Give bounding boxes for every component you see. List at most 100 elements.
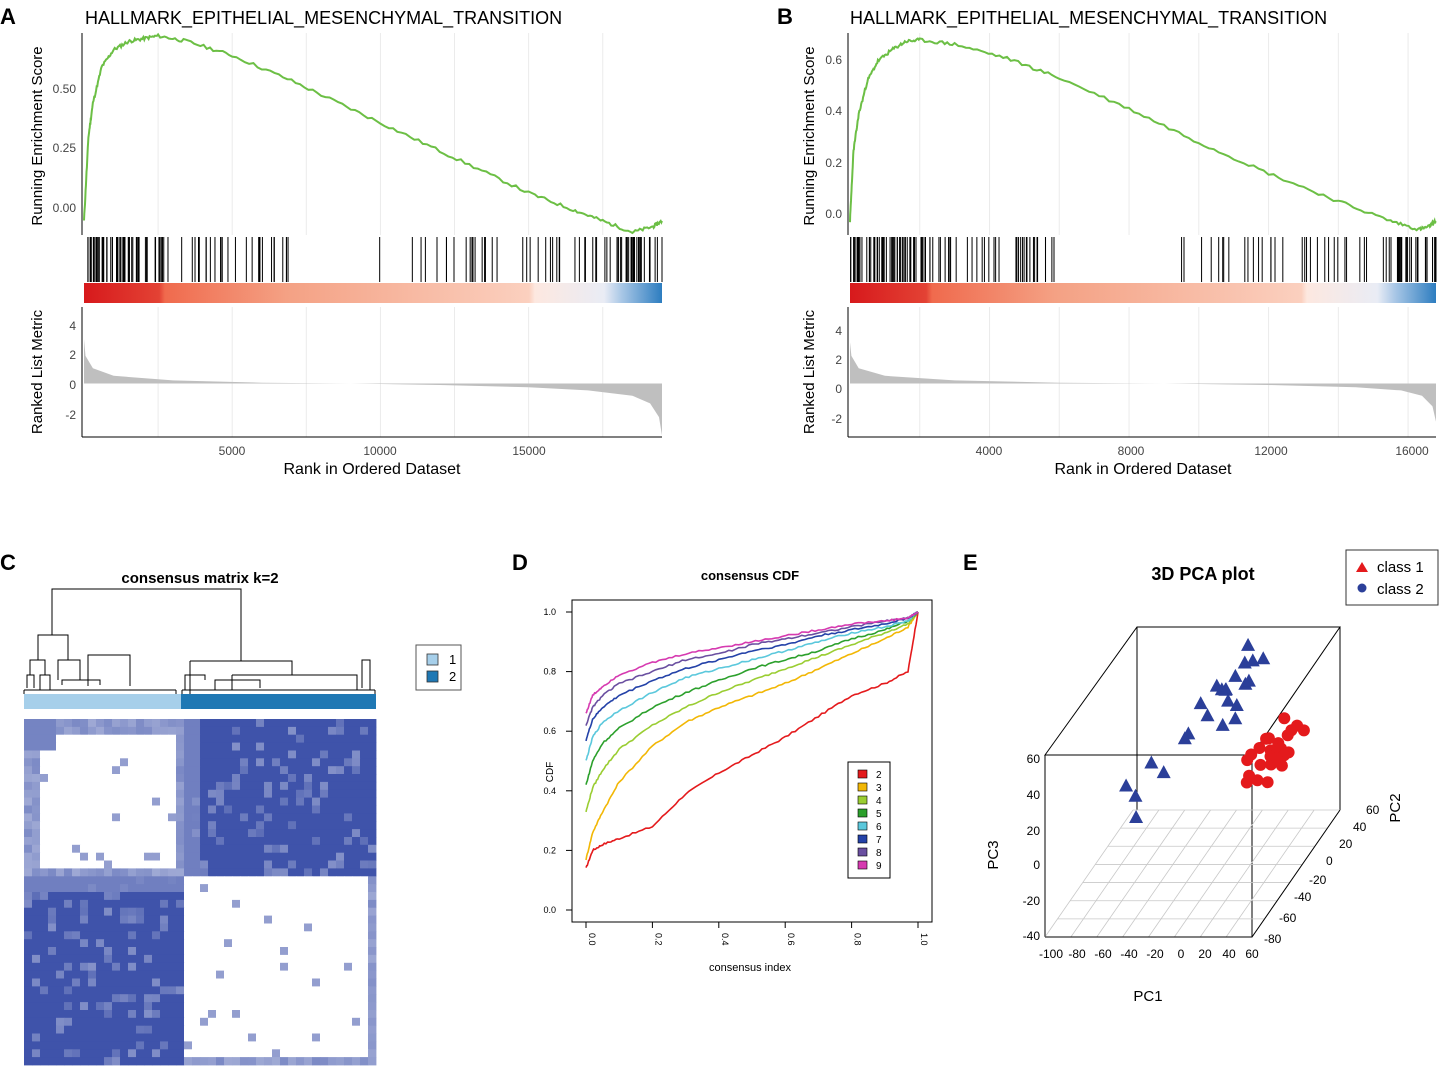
heat-cell: [176, 892, 185, 901]
heat-cell: [248, 852, 257, 861]
heat-cell: [232, 774, 241, 783]
heat-cell: [176, 899, 185, 909]
heat-cell: [256, 1017, 265, 1027]
heat-cell: [128, 837, 137, 846]
heat-cell: [288, 899, 297, 909]
heat-cell: [264, 719, 273, 728]
heat-cell: [224, 978, 233, 987]
heat-cell: [312, 884, 321, 893]
heat-cell: [168, 734, 177, 743]
heat-cell: [304, 774, 313, 783]
heat-cell: [168, 726, 177, 736]
heat-cell: [160, 766, 169, 775]
heat-cell: [328, 797, 337, 806]
heat-cell: [88, 758, 97, 767]
heat-cell: [312, 781, 321, 791]
heat-cell: [288, 719, 297, 728]
heat-cell: [288, 1057, 297, 1066]
heat-cell: [176, 734, 185, 743]
heat-cell: [344, 923, 353, 932]
heat-cell: [344, 1041, 353, 1050]
heat-cell: [96, 742, 105, 751]
heat-cell: [176, 1002, 185, 1011]
heat-cell: [88, 899, 97, 909]
heat-cell: [224, 829, 233, 838]
heat-cell: [56, 844, 65, 854]
legend-label: 9: [876, 861, 882, 872]
heat-cell: [368, 837, 377, 846]
heat-cell: [56, 758, 65, 767]
heat-cell: [24, 758, 33, 767]
heat-cell: [160, 797, 169, 806]
heat-cell: [360, 986, 369, 995]
heat-cell: [128, 1002, 137, 1011]
xtick-label: 0.0: [587, 933, 597, 946]
heat-cell: [184, 726, 193, 736]
heat-cell: [80, 970, 89, 979]
heat-cell: [360, 1041, 369, 1050]
heat-cell: [152, 970, 161, 979]
heat-cell: [64, 726, 73, 736]
heat-cell: [64, 797, 73, 806]
heat-cell: [296, 852, 305, 861]
heat-cell: [288, 797, 297, 806]
heat-cell: [264, 1002, 273, 1011]
heat-cell: [176, 789, 185, 799]
heat-cell: [88, 947, 97, 956]
heat-cell: [120, 758, 129, 767]
heat-cell: [104, 986, 113, 995]
heat-cell: [256, 789, 265, 799]
xtick: 15000: [512, 444, 546, 458]
heat-cell: [128, 1033, 137, 1042]
heat-cell: [128, 962, 137, 972]
heat-cell: [96, 821, 105, 830]
heat-cell: [216, 860, 225, 869]
heat-cell: [200, 1025, 209, 1034]
heat-cell: [312, 947, 321, 956]
heat-cell: [32, 1017, 41, 1027]
heat-cell: [256, 986, 265, 995]
heat-cell: [232, 1025, 241, 1034]
heat-cell: [200, 939, 209, 948]
heat-cell: [144, 970, 153, 979]
heat-cell: [304, 758, 313, 767]
heat-cell: [32, 1049, 41, 1058]
heat-cell: [336, 1049, 345, 1058]
heat-cell: [272, 837, 281, 846]
metric-ytick: 4: [835, 324, 842, 338]
heat-cell: [312, 844, 321, 854]
heat-cell: [272, 947, 281, 956]
heat-cell: [288, 734, 297, 743]
heat-cell: [352, 797, 361, 806]
heat-cell: [176, 915, 185, 924]
heat-cell: [192, 781, 201, 791]
heat-cell: [112, 931, 121, 940]
heat-cell: [192, 1010, 201, 1019]
heat-cell: [56, 1041, 65, 1050]
heat-cell: [160, 923, 169, 932]
panel-d-xticks: 0.0 0.2 0.4 0.6 0.8 1.0: [585, 922, 929, 946]
heat-cell: [40, 719, 49, 728]
heat-cell: [120, 954, 129, 964]
heat-cell: [208, 837, 217, 846]
heat-cell: [328, 899, 337, 909]
heat-cell: [80, 899, 89, 909]
heat-cell: [64, 892, 73, 901]
heat-cell: [128, 797, 137, 806]
heat-cell: [240, 970, 249, 979]
heat-cell: [328, 907, 337, 916]
heat-cell: [240, 852, 249, 861]
es-ytick: 0.00: [53, 201, 77, 215]
heat-cell: [232, 931, 241, 940]
heat-cell: [32, 734, 41, 743]
heat-cell: [248, 837, 257, 846]
heat-cell: [160, 860, 169, 869]
heat-cell: [328, 939, 337, 948]
heat-cell: [296, 758, 305, 767]
heat-cell: [176, 1049, 185, 1058]
heat-cell: [40, 758, 49, 767]
xtick-label: 0.6: [786, 933, 796, 946]
heat-cell: [312, 1025, 321, 1034]
heat-cell: [208, 978, 217, 987]
heat-cell: [40, 978, 49, 987]
